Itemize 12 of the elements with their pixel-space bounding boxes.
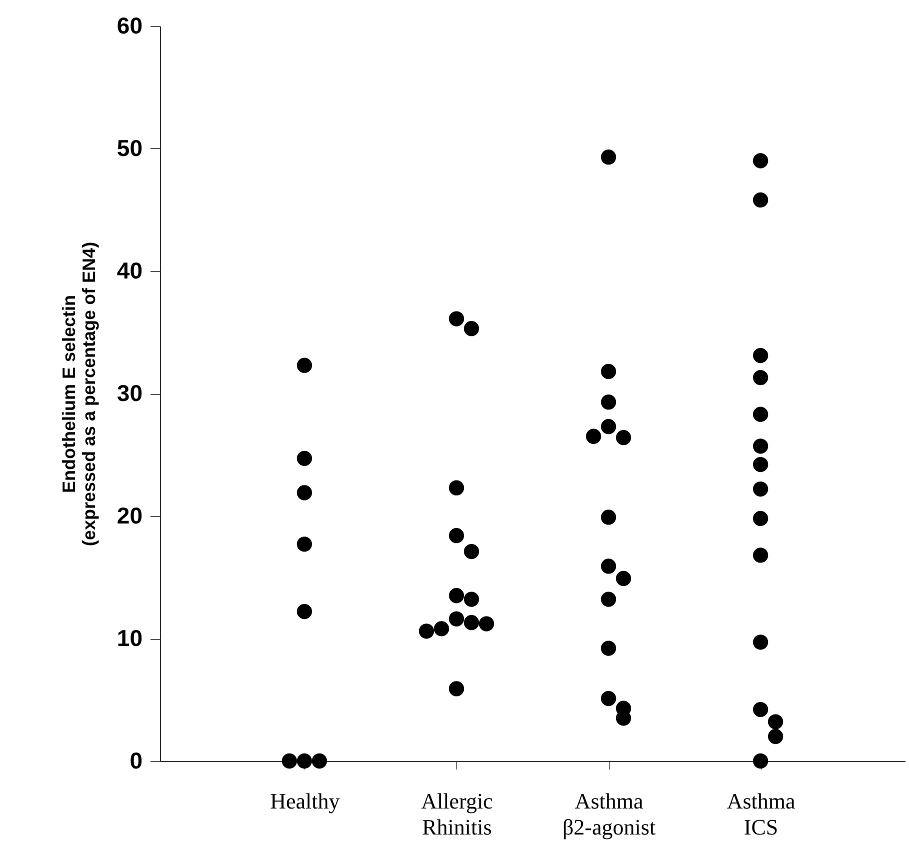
y-tick-label: 40 bbox=[116, 258, 142, 284]
x-tick-label: Asthma ICS bbox=[726, 788, 796, 840]
y-tick-label: 20 bbox=[116, 502, 142, 528]
y-tick-label: 0 bbox=[130, 748, 142, 774]
x-tick-label: Healthy bbox=[270, 788, 340, 814]
y-tick-label: 10 bbox=[116, 625, 142, 651]
x-tick-label: Asthma β2-agonist bbox=[562, 788, 656, 840]
y-axis-title: Endothelium E selectin (expressed as a percentage of EN4) bbox=[58, 242, 99, 546]
y-tick-label: 50 bbox=[116, 135, 142, 161]
y-tick-label: 60 bbox=[116, 12, 142, 38]
x-tick-label: Allergic Rhinitis bbox=[421, 788, 494, 840]
y-tick-label: 30 bbox=[116, 380, 142, 406]
